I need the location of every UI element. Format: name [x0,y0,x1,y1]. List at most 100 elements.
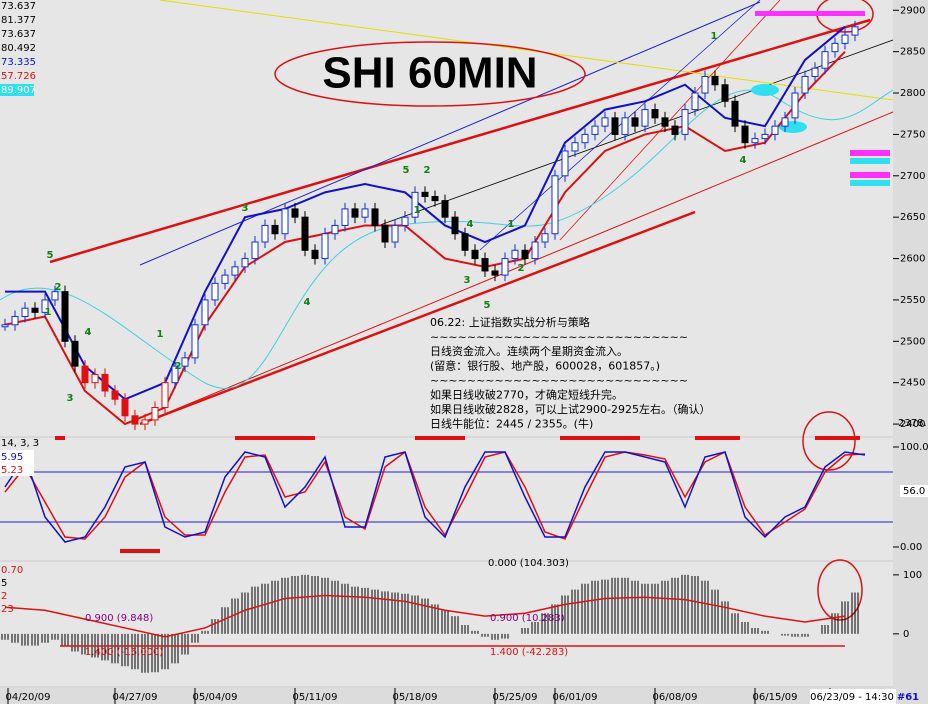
y-tick-label: 2900 [900,5,925,16]
candle [321,233,329,260]
y-tick-label: 2800 [900,88,925,99]
note: 日线牛能位：2445 / 2355。(牛) [430,417,593,431]
candle [261,224,269,243]
candle [101,373,109,392]
x-tick-label: 05/25/09 [493,692,538,703]
wave-label: 5 [47,250,54,261]
y-tick-label: 2850 [900,47,925,58]
note: 如果日线收破2828，可以上试2900-2925左右。（确认） [430,402,710,416]
label-box [0,450,34,476]
y-tick-label: 2700 [900,171,925,182]
candle [1,324,9,328]
wave-label: 4 [304,297,311,308]
wave-label: 1 [45,307,52,318]
candle [451,216,459,235]
candle [651,109,659,119]
candle [681,109,689,135]
candle [91,373,99,384]
candle [551,175,559,235]
candle [31,307,39,313]
candle [11,315,19,326]
candle [611,117,619,135]
y-tick-label: 2500 [900,336,925,347]
candle [201,299,209,326]
candle [771,125,779,135]
wave-label: 4 [467,219,474,230]
y-tick-label: 2600 [900,254,925,265]
macd-label: 0.70 [1,565,23,576]
left-label: 81.377 [1,15,36,26]
stoch-label: 5.95 [1,452,23,463]
x-tick-label: 04/27/09 [113,692,158,703]
price-panel [0,0,893,436]
candle [341,208,349,226]
candle [751,138,759,144]
x-tick-label: 06/23/09 - 14:30 [810,692,894,703]
candle [231,266,239,276]
chart-title: SHI 60MIN [322,49,537,98]
macd-annotation: 1.400 (-42.283) [490,647,568,658]
x-tick-label: 06/01/09 [553,692,598,703]
y-tick-label: 100 [903,570,922,581]
candle [191,324,199,359]
note: 日线资金流入。连续两个星期资金流入。 [430,344,628,358]
label-bg [0,84,34,96]
candle [351,208,359,218]
stoch-params: 14, 3, 3 [1,438,39,449]
candle [601,117,609,127]
left-label: 73.637 [1,29,36,40]
candle [331,224,339,235]
candle [131,415,139,425]
candle [711,75,719,86]
wave-label: 1 [414,205,421,216]
candle [541,233,549,243]
candle [61,291,69,342]
candle [361,208,369,218]
candle [311,249,319,260]
candle [291,208,299,218]
wave-label: 5 [484,300,491,311]
wave-label: 1 [157,329,164,340]
wave-label: 2 [518,263,525,274]
wave-label: 2 [424,165,431,176]
wave-label: 4 [85,327,92,338]
candle [481,258,489,272]
left-label: 73.335 [1,57,36,68]
y-tick-label: 0.00 [900,542,922,553]
note: (留意：银行股、地产股，600028，601857。) [430,359,660,373]
candle [761,133,769,140]
y-tick-label: 2550 [900,295,925,306]
y-tick-label: 0 [903,629,909,640]
x-label-bg [810,689,896,704]
y-tick-label: 2450 [900,378,925,389]
stoch-panel [0,438,893,560]
candle [171,365,179,384]
wave-label: 2 [55,282,62,293]
x-tick-label: 06/15/09 [753,692,798,703]
wave-label: 5 [403,165,410,176]
candle [411,191,419,218]
candle [241,258,249,268]
macd-label: 23 [1,604,14,615]
candle [571,142,579,152]
candle [381,224,389,243]
macd-label: 2 [1,591,7,602]
candle [271,224,279,235]
wave-label: 1 [711,31,718,42]
candle [81,365,89,384]
note: ~~~~~~~~~~~~~~~~~~~~~~~~~~~~ [430,374,688,387]
corner-label: #61 [897,692,919,703]
candle [721,84,729,102]
candle [161,382,169,409]
candle [821,51,829,69]
left-label: 73.637 [1,1,36,12]
candle [841,34,849,44]
candle [71,340,79,367]
wave-label: 3 [242,203,249,214]
candle [791,92,799,119]
macd-annotation: 0.000 (104.303) [488,558,569,569]
candle [641,109,649,127]
y-tick-label: 2650 [900,212,925,223]
y-tick-label: 100.00 [900,442,928,453]
y-tick-label: 2400 [900,419,925,430]
